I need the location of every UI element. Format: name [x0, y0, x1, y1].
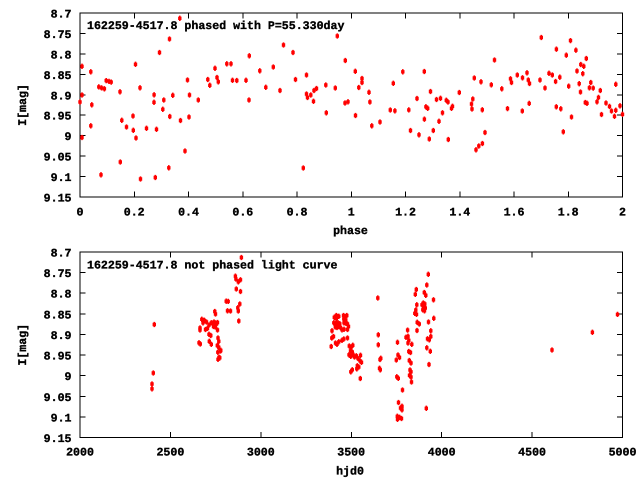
svg-text:hjd0: hjd0	[336, 465, 364, 478]
svg-text:4000: 4000	[428, 447, 456, 460]
svg-text:2: 2	[619, 207, 626, 220]
svg-text:8.8: 8.8	[51, 289, 72, 302]
svg-text:8.85: 8.85	[44, 309, 72, 322]
svg-text:phase: phase	[333, 225, 368, 238]
svg-text:0.2: 0.2	[124, 207, 145, 220]
svg-text:0.8: 0.8	[287, 207, 308, 220]
svg-text:8.75: 8.75	[44, 268, 72, 281]
svg-text:162259-4517.8 phased with P=55: 162259-4517.8 phased with P=55.330day	[87, 20, 344, 33]
svg-text:1.6: 1.6	[504, 207, 525, 220]
svg-text:4500: 4500	[518, 447, 546, 460]
svg-text:162259-4517.8 not phased light: 162259-4517.8 not phased light curve	[87, 260, 338, 273]
svg-text:0: 0	[77, 207, 84, 220]
svg-text:8.7: 8.7	[51, 248, 72, 261]
svg-text:8.9: 8.9	[51, 330, 72, 343]
svg-text:9: 9	[65, 131, 72, 144]
svg-text:8.7: 8.7	[51, 9, 72, 22]
svg-text:0.6: 0.6	[232, 207, 253, 220]
svg-text:8.75: 8.75	[44, 29, 72, 42]
svg-text:1.4: 1.4	[449, 207, 470, 220]
svg-text:2000: 2000	[66, 447, 94, 460]
svg-text:1: 1	[348, 207, 355, 220]
svg-text:3000: 3000	[247, 447, 275, 460]
svg-text:3500: 3500	[337, 447, 365, 460]
svg-text:I[mag]: I[mag]	[17, 324, 30, 366]
svg-text:1.2: 1.2	[395, 207, 416, 220]
svg-text:8.95: 8.95	[44, 351, 72, 364]
svg-text:9: 9	[65, 371, 72, 384]
svg-text:9.05: 9.05	[44, 392, 72, 405]
svg-text:1.8: 1.8	[558, 207, 579, 220]
svg-text:8.85: 8.85	[44, 70, 72, 83]
svg-text:8.95: 8.95	[44, 111, 72, 124]
svg-text:8.8: 8.8	[51, 49, 72, 62]
svg-text:2500: 2500	[156, 447, 184, 460]
svg-text:0.4: 0.4	[178, 207, 199, 220]
svg-text:9.1: 9.1	[51, 172, 72, 185]
svg-text:8.9: 8.9	[51, 90, 72, 103]
svg-text:I[mag]: I[mag]	[17, 84, 30, 126]
svg-text:5000: 5000	[609, 447, 637, 460]
svg-text:9.15: 9.15	[44, 193, 72, 206]
svg-text:9.05: 9.05	[44, 152, 72, 165]
svg-text:9.15: 9.15	[44, 433, 72, 446]
svg-text:9.1: 9.1	[51, 412, 72, 425]
